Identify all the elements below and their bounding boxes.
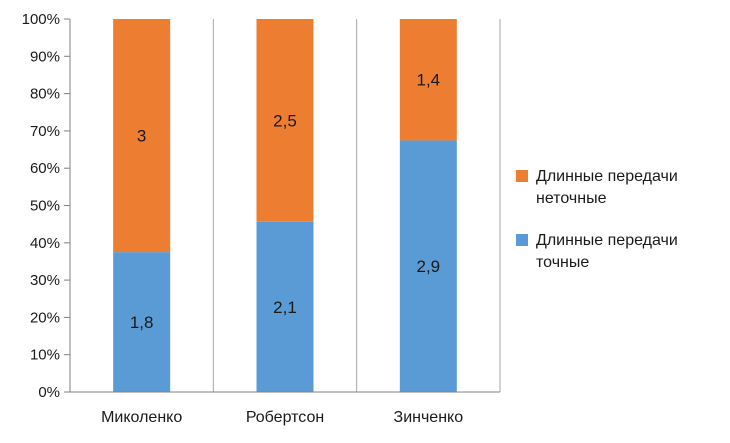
legend-label: точные <box>536 254 589 271</box>
bar-segment <box>399 19 457 141</box>
bars: 1,8 3 2,1 2,5 2,9 1,4 <box>113 19 457 392</box>
y-tick-label: 30% <box>30 272 60 289</box>
legend: Длинные передачи неточные Длинные передачи… <box>516 168 678 271</box>
bar-segment <box>399 140 457 392</box>
legend-swatch <box>516 170 528 182</box>
y-tick-label: 70% <box>30 123 60 140</box>
y-tick-label: 40% <box>30 235 60 252</box>
category-label: Робертсон <box>246 409 324 426</box>
y-tick-label: 60% <box>30 160 60 177</box>
data-label: 2,9 <box>417 257 441 276</box>
data-label: 1,8 <box>130 313 154 332</box>
legend-label: Длинные передачи <box>536 168 678 185</box>
legend-label: неточные <box>536 190 607 207</box>
axes: 0% 10% 20% 30% 40% 50% 60% 70% 80% 90% 100% Миколен… <box>22 11 500 426</box>
y-tick-label: 10% <box>30 347 60 364</box>
y-tick-label: 50% <box>30 198 60 215</box>
y-tick-label: 20% <box>30 309 60 326</box>
data-label: 3 <box>137 127 146 146</box>
bar-segment <box>113 252 171 392</box>
category-label: Зинченко <box>394 409 464 426</box>
legend-swatch <box>516 234 528 246</box>
y-tick-label: 90% <box>30 48 60 65</box>
legend-label: Длинные передачи <box>536 232 678 249</box>
data-label: 2,1 <box>273 298 297 317</box>
y-tick-label: 80% <box>30 86 60 103</box>
data-label: 1,4 <box>417 71 441 90</box>
bar-segment <box>256 19 314 222</box>
data-label: 2,5 <box>273 111 297 130</box>
bar-segment <box>256 221 314 392</box>
y-tick-label: 0% <box>38 384 60 401</box>
bar-segment <box>113 19 171 253</box>
y-tick-label: 100% <box>22 11 60 28</box>
category-label: Миколенко <box>101 409 182 426</box>
